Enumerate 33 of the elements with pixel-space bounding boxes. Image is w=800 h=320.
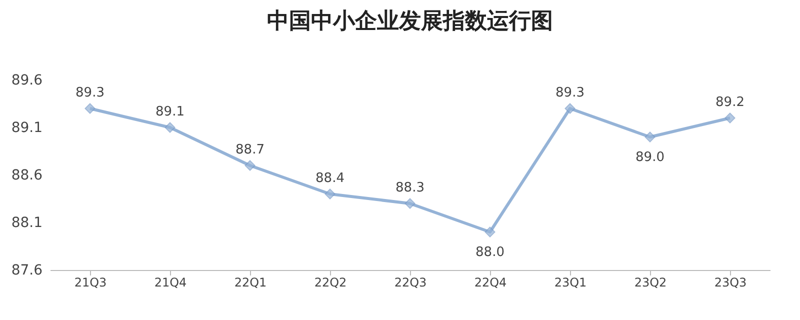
point (324, 188, 336, 200)
y-tick-label: 89.1 (11, 120, 42, 136)
chart-title: 中国中小企业发展指数运行图 (267, 9, 553, 34)
y-tick-label: 89.6 (11, 72, 43, 88)
point (404, 198, 416, 209)
data-label: 89.2 (716, 95, 744, 110)
point (484, 226, 496, 238)
point (164, 122, 176, 133)
point (244, 160, 256, 171)
data-label: 89.3 (76, 86, 104, 100)
x-tick-label: 22Q2 (314, 276, 347, 290)
x-tick-label: 21Q3 (74, 276, 107, 290)
x-tick-label: 23Q2 (634, 276, 667, 290)
x-tick-label: 22Q4 (474, 276, 507, 290)
data-label: 88.7 (236, 142, 264, 158)
y-tick-label: 87.6 (11, 262, 43, 278)
point (724, 112, 736, 124)
point (84, 103, 96, 114)
y-tick-label: 88.1 (11, 215, 42, 231)
y-tick-label: 88.6 (11, 168, 43, 184)
data-label: 88.3 (396, 180, 424, 196)
data-label: 88.4 (316, 171, 344, 186)
x-tick-label: 23Q3 (714, 276, 747, 290)
point (644, 132, 656, 142)
data-label: 89.3 (556, 86, 584, 100)
x-tick-label: 21Q4 (154, 276, 187, 290)
data-label: 88.0 (476, 245, 504, 260)
x-tick-label: 22Q1 (234, 276, 267, 290)
x-tick-label: 23Q1 (554, 276, 587, 290)
point (564, 103, 576, 114)
data-label: 89.0 (636, 150, 664, 165)
x-tick-label: 22Q3 (394, 276, 427, 290)
data-label: 89.1 (156, 104, 184, 120)
